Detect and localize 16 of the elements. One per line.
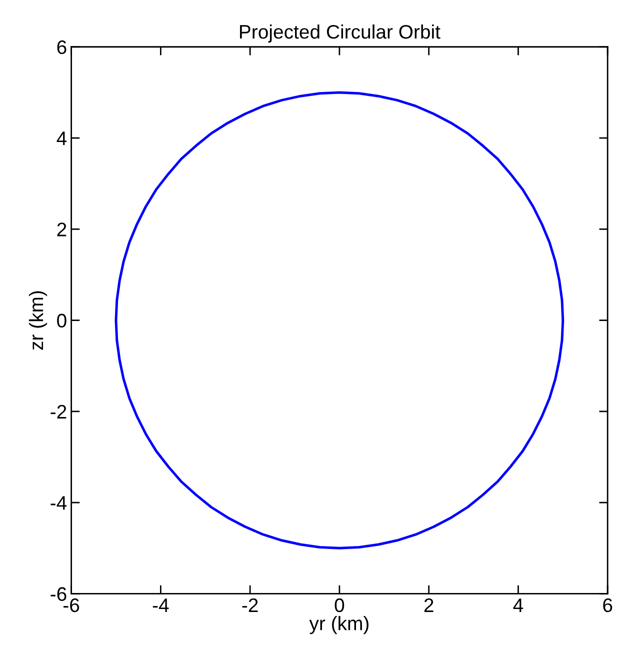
y-tick-label: 4 (56, 132, 67, 146)
y-tick-label: -4 (50, 496, 67, 510)
x-tick-label: 4 (513, 598, 524, 612)
y-axis-title: zr (km) (28, 291, 48, 350)
x-axis-title: yr (km) (309, 616, 368, 634)
y-tick-label: -2 (50, 404, 66, 418)
x-tick-label: 6 (603, 598, 612, 612)
x-tick-label: 0 (334, 598, 344, 612)
y-tick-label: 2 (57, 222, 66, 236)
x-tick-label: 2 (424, 598, 434, 612)
line-series (114, 91, 564, 550)
x-tick-label: -2 (242, 598, 258, 612)
y-tick-label: 6 (57, 40, 66, 54)
chart-title: Projected Circular Orbit (240, 24, 440, 43)
y-tick-label: 0 (57, 314, 66, 328)
x-tick-label: -4 (152, 598, 169, 612)
